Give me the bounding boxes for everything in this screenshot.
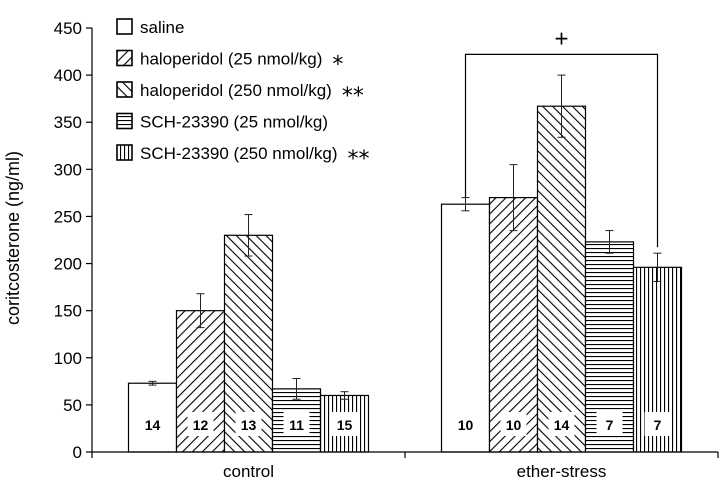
x-axis: control ether-stress [91, 451, 719, 481]
legend: saline haloperidol (25 nmol/kg) *haloperid… [116, 18, 369, 172]
legend-label: haloperidol (250 nmol/kg) [140, 81, 332, 100]
legend-label: saline [140, 18, 184, 37]
significance-plus: + [554, 25, 568, 52]
n-label: 14 [145, 417, 161, 433]
n-label: 7 [654, 417, 662, 433]
n-label: 15 [337, 417, 353, 433]
y-axis: 0 50 100 150 200 250 300 350 400 450 [54, 19, 93, 462]
n-label: 10 [458, 417, 474, 433]
x-category-label: control [223, 462, 274, 481]
y-tick-label: 400 [54, 66, 82, 85]
legend-significance: ** [347, 147, 369, 172]
y-tick-label: 100 [54, 349, 82, 368]
n-label: 12 [193, 417, 209, 433]
n-label-box [548, 412, 575, 436]
legend-label: SCH-23390 (25 nmol/kg) [140, 113, 328, 132]
n-label-box [235, 412, 262, 436]
n-label-box [187, 412, 214, 436]
legend-swatch [116, 81, 133, 98]
y-tick-label: 450 [54, 19, 82, 38]
n-label: 11 [289, 417, 304, 433]
y-tick-label: 200 [54, 255, 82, 274]
x-category-label: ether-stress [517, 462, 607, 481]
y-tick-label: 50 [63, 396, 82, 415]
legend-swatch [116, 18, 133, 35]
legend-label: SCH-23390 (250 nmol/kg) [140, 144, 337, 163]
n-label-box [644, 412, 671, 436]
legend-swatch [116, 144, 133, 161]
significance-bracket [464, 53, 659, 248]
bar [440, 203, 491, 453]
n-label-box [139, 412, 166, 436]
n-label-box [452, 412, 479, 436]
y-tick-label: 0 [73, 443, 82, 462]
legend-significance: ** [342, 84, 364, 109]
legend-significance: * [332, 53, 343, 78]
n-label: 13 [241, 417, 257, 433]
n-label: 7 [606, 417, 614, 433]
y-tick-label: 150 [54, 302, 82, 321]
n-label-box [500, 412, 527, 436]
n-label-box [596, 412, 623, 436]
legend-label: haloperidol (25 nmol/kg) [140, 50, 322, 69]
y-tick-label: 250 [54, 207, 82, 226]
y-axis-title: coritcosterone (ng/ml) [3, 151, 23, 325]
legend-swatch [116, 49, 133, 67]
legend-swatch [116, 112, 133, 130]
annotations: + [464, 25, 659, 248]
n-label: 10 [506, 417, 522, 433]
n-label-box [283, 412, 310, 436]
n-label: 14 [554, 417, 570, 433]
n-label-box [331, 412, 358, 436]
y-tick-label: 300 [54, 160, 82, 179]
bars: 14 12 13 11 15 10 10 14 7 7 [127, 74, 683, 453]
y-tick-label: 350 [54, 113, 82, 132]
bar [536, 105, 587, 453]
